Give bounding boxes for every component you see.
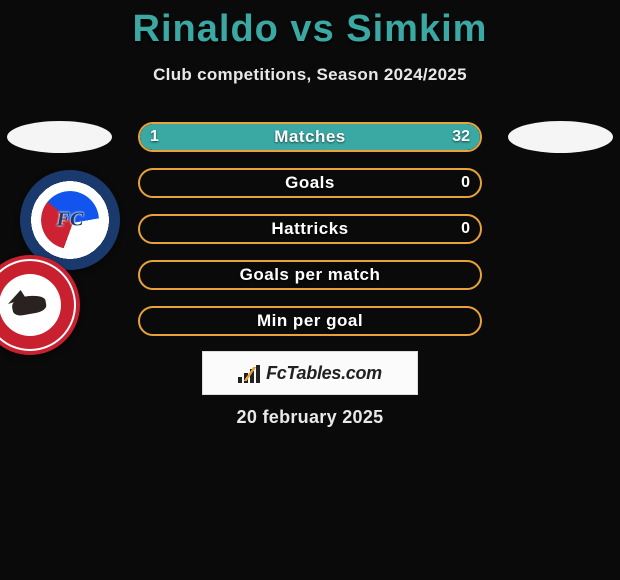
- stat-bar: 132Matches: [138, 122, 482, 152]
- stat-label: Goals per match: [140, 262, 480, 288]
- watermark-text: FcTables.com: [266, 363, 382, 384]
- stat-bar: Min per goal: [138, 306, 482, 336]
- player-photo-left: [7, 121, 112, 153]
- stat-label: Min per goal: [140, 308, 480, 334]
- stat-bar: 0Hattricks: [138, 214, 482, 244]
- stat-label: Hattricks: [140, 216, 480, 242]
- stat-label: Goals: [140, 170, 480, 196]
- subtitle: Club competitions, Season 2024/2025: [0, 65, 620, 85]
- bar-chart-icon: [238, 363, 260, 383]
- swift-icon: [8, 290, 52, 320]
- watermark: FcTables.com: [202, 351, 418, 395]
- stat-bar: 0Goals: [138, 168, 482, 198]
- stats-bars: 132Matches 0Goals 0Hattricks Goals per matc…: [138, 122, 482, 352]
- club-badge-right: [0, 255, 80, 355]
- player-photo-right: [508, 121, 613, 153]
- date-label: 20 february 2025: [0, 407, 620, 428]
- club-badge-left-inner: [41, 191, 99, 249]
- stat-label: Matches: [140, 124, 480, 150]
- page-title: Rinaldo vs Simkim: [0, 0, 620, 51]
- stat-bar: Goals per match: [138, 260, 482, 290]
- club-badge-right-inner: [0, 274, 61, 336]
